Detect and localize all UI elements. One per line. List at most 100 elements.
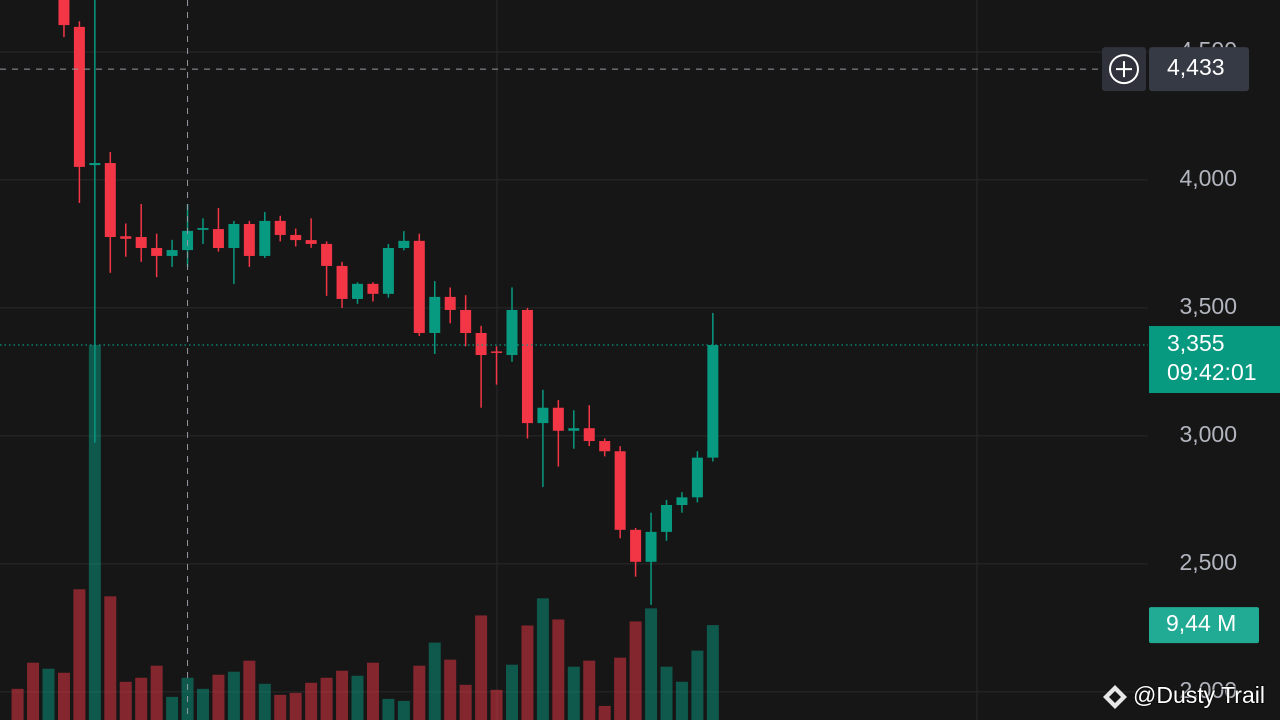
volume-bar [567,666,580,720]
candle-body [506,309,518,356]
y-tick-label: 4,000 [1179,165,1237,191]
volume-bar [691,650,704,720]
candle-body [89,163,101,166]
candle-body [429,296,441,333]
volume-bar [645,608,658,720]
volume-bar [413,665,426,720]
candle-body [630,529,642,562]
volume-bar [119,681,132,720]
candle-body [691,457,703,498]
y-tick-label: 2,000 [1179,677,1237,703]
candle-body [259,220,271,256]
volume-bar [274,694,287,720]
volume-bar [583,660,596,720]
candle-body [382,248,394,294]
volume-bar [135,677,148,720]
candle-body [290,234,302,241]
volume-bar [660,666,673,720]
watermark: @Dusty Trail [1133,682,1265,708]
candle-body [352,283,363,299]
candle-body [568,428,580,431]
volume-bar [459,684,472,720]
y-tick-label: 3,500 [1179,293,1237,319]
candle-body [707,345,719,458]
candle-body [537,407,549,424]
crosshair-price-box [1149,47,1249,92]
candle-body [151,248,163,256]
volume-bar [305,682,318,720]
volume-bar [552,619,565,720]
volume-bar [521,625,534,720]
candle-body [521,309,533,424]
volume-bar [490,689,503,720]
volume-bar [706,625,719,720]
volume-bar [243,660,256,720]
candle-body [166,250,178,256]
candle-body [444,296,456,310]
volume-bar [506,664,518,720]
add-button-plus [1116,61,1132,78]
volume-bar [336,670,349,720]
candle-body [58,0,70,26]
candle-body [583,428,595,442]
candle-body [460,309,472,333]
volume-label: 9,44 M [1166,610,1236,636]
volume-bar [104,596,117,720]
volume-label-box [1149,607,1259,644]
volume-bar [397,700,410,720]
y-tick-label: 2,500 [1179,549,1237,575]
candle-body [321,243,333,266]
y-tick-label: 3,000 [1179,421,1237,447]
volume-bar [166,696,179,720]
volume-bar [629,621,642,720]
volume-bar [428,642,441,720]
add-button-icon [1109,54,1139,85]
candle-body [243,223,255,256]
candle-body [228,223,240,249]
volume-bar [42,668,55,720]
candle-body [73,26,85,167]
volume-bar [11,688,24,720]
candle-body [552,407,564,431]
volume-bar [444,659,457,720]
countdown: 09:42:01 [1167,359,1257,385]
volume-bar [258,683,271,720]
candle-body [398,240,410,249]
volume-bar [57,672,70,720]
volume-bar [227,671,240,720]
volume-bar [197,688,209,720]
last-price-label: 3,355 [1167,330,1225,356]
watermark-icon [1103,685,1127,709]
candle-body [336,265,348,299]
volume-bar [320,677,333,720]
volume-bar [675,681,688,720]
candle-body [197,228,209,230]
candle-body [661,504,672,532]
crosshair-price-label: 4,433 [1167,54,1225,80]
candle-body [676,497,688,505]
candle-body [274,220,286,235]
candle-body [491,351,503,353]
last-price-box [1149,326,1280,394]
volume-bar [27,662,40,720]
candle-body [305,240,317,244]
candle-body [135,237,147,249]
volume-bar [475,615,488,720]
candle-body [645,531,657,562]
volume-bar [73,589,86,720]
volume-bar [88,344,101,720]
candle-body [475,332,487,356]
candle-body [120,236,132,239]
candle-body [614,451,626,530]
volume-bar [614,657,627,720]
volume-bar [536,598,549,720]
volume-bar [366,662,379,720]
candle-body [413,240,425,333]
volume-bar [598,705,611,720]
candle-body [367,283,379,294]
volume-bar [212,674,225,720]
candle-body [599,441,611,452]
candle-body [212,229,224,249]
